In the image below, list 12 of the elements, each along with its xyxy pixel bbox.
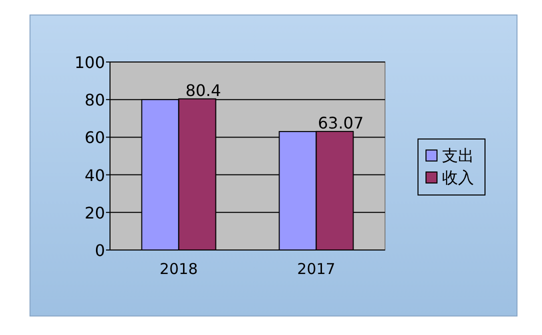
x-tick-label: 2017	[297, 260, 336, 278]
y-tick-label: 100	[74, 53, 105, 72]
y-tick-label: 40	[84, 166, 105, 185]
data-label: 63.07	[318, 113, 364, 132]
y-tick-label: 0	[94, 241, 105, 260]
y-tick-label: 60	[84, 128, 105, 148]
legend-label: 收入	[442, 168, 474, 187]
legend-label: 支出	[442, 146, 474, 165]
y-tick-label: 80	[84, 90, 105, 110]
data-label: 80.4	[185, 80, 222, 100]
x-tick-label: 2018	[160, 260, 198, 278]
y-tick-label: 20	[84, 203, 105, 222]
